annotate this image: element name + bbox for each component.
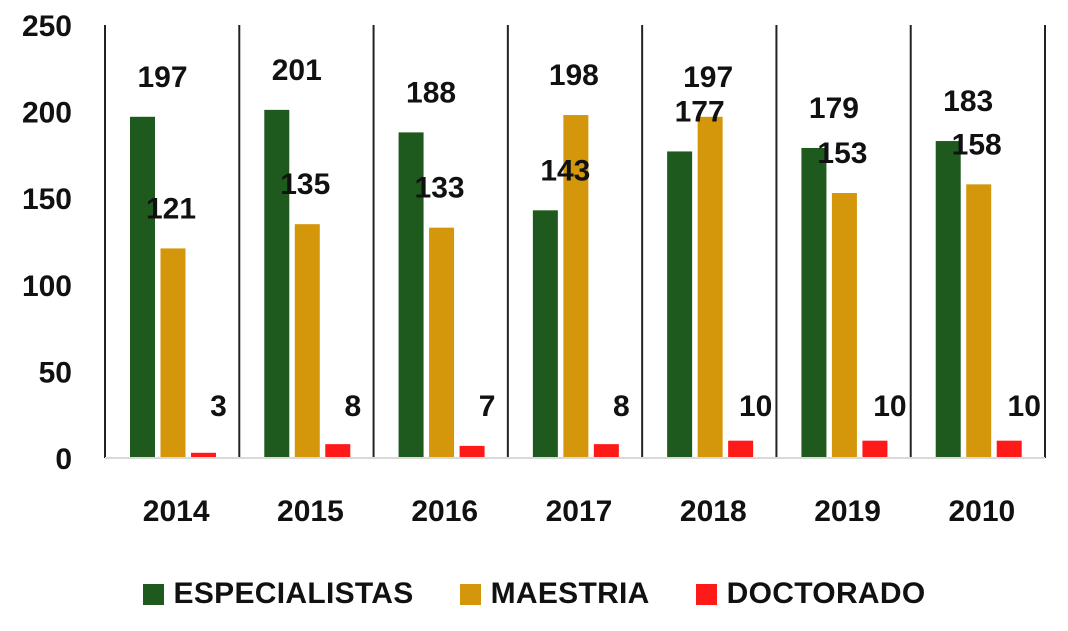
legend-swatch-especialistas bbox=[142, 583, 164, 605]
bar-especialistas bbox=[801, 147, 827, 459]
x-tick-label: 2014 bbox=[143, 495, 210, 528]
bar-especialistas bbox=[667, 151, 693, 458]
x-tick-label: 2016 bbox=[411, 495, 478, 528]
bar-maestria bbox=[563, 115, 589, 459]
data-label: 188 bbox=[406, 76, 456, 109]
data-label: 8 bbox=[613, 390, 630, 423]
data-label: 201 bbox=[272, 54, 322, 87]
bar-maestria bbox=[429, 227, 455, 458]
bar-especialistas bbox=[264, 109, 290, 459]
bar-maestria bbox=[294, 224, 320, 458]
x-tick-label: 2019 bbox=[814, 495, 881, 528]
legend-item-especialistas: ESPECIALISTAS bbox=[142, 577, 414, 611]
data-label: 197 bbox=[137, 61, 187, 94]
data-label: 183 bbox=[943, 85, 993, 118]
y-tick-label: 200 bbox=[22, 97, 72, 130]
legend-swatch-maestria bbox=[459, 583, 481, 605]
bar-maestria bbox=[966, 184, 992, 458]
x-tick-label: 2010 bbox=[948, 495, 1015, 528]
data-label: 179 bbox=[809, 92, 859, 125]
data-label: 7 bbox=[479, 390, 496, 423]
data-label: 143 bbox=[540, 154, 590, 187]
legend-label-especialistas: ESPECIALISTAS bbox=[173, 577, 414, 610]
data-label: 3 bbox=[210, 390, 227, 423]
data-label: 135 bbox=[280, 168, 330, 201]
y-tick-label: 150 bbox=[22, 183, 72, 216]
legend-item-doctorado: DOCTORADO bbox=[695, 577, 926, 611]
bar-doctorado bbox=[459, 445, 485, 458]
y-tick-label: 250 bbox=[22, 10, 72, 43]
bar-especialistas bbox=[398, 132, 424, 458]
data-label: 177 bbox=[675, 95, 725, 128]
x-tick-label: 2017 bbox=[546, 495, 613, 528]
bar-chart-svg: 0 50 100 150 200 250 197 121 3 2014 201 135 8 2015 188… bbox=[22, 10, 1046, 528]
legend-label-maestria: MAESTRIA bbox=[490, 577, 650, 610]
bar-maestria bbox=[697, 116, 723, 459]
bar-maestria bbox=[831, 193, 857, 458]
bar-especialistas bbox=[130, 116, 155, 459]
bar-maestria bbox=[160, 248, 186, 458]
bar-especialistas bbox=[935, 141, 961, 458]
data-label: 8 bbox=[344, 390, 361, 423]
bar-doctorado bbox=[996, 440, 1022, 458]
legend-label-doctorado: DOCTORADO bbox=[726, 577, 926, 610]
bar-doctorado bbox=[191, 452, 216, 458]
data-label: 153 bbox=[817, 137, 867, 170]
bar-doctorado bbox=[593, 444, 619, 458]
data-label: 133 bbox=[415, 172, 465, 205]
data-label: 197 bbox=[683, 61, 733, 94]
x-tick-label: 2015 bbox=[277, 495, 344, 528]
data-label: 10 bbox=[739, 390, 772, 423]
legend-item-maestria: MAESTRIA bbox=[459, 577, 650, 611]
y-tick-label: 0 bbox=[55, 443, 72, 476]
legend: ESPECIALISTAS MAESTRIA DOCTORADO bbox=[0, 577, 1068, 611]
legend-swatch-doctorado bbox=[695, 583, 717, 605]
y-tick-label: 100 bbox=[22, 270, 72, 303]
y-tick-label: 50 bbox=[39, 356, 72, 389]
data-label: 10 bbox=[873, 390, 906, 423]
bar-doctorado bbox=[728, 440, 754, 458]
data-label: 121 bbox=[146, 192, 196, 225]
data-label: 158 bbox=[952, 128, 1002, 161]
bar-doctorado bbox=[862, 440, 888, 458]
data-label: 198 bbox=[549, 59, 599, 92]
x-tick-label: 2018 bbox=[680, 495, 747, 528]
bar-especialistas bbox=[532, 210, 558, 458]
data-label: 10 bbox=[1008, 390, 1041, 423]
bar-doctorado bbox=[325, 444, 351, 458]
